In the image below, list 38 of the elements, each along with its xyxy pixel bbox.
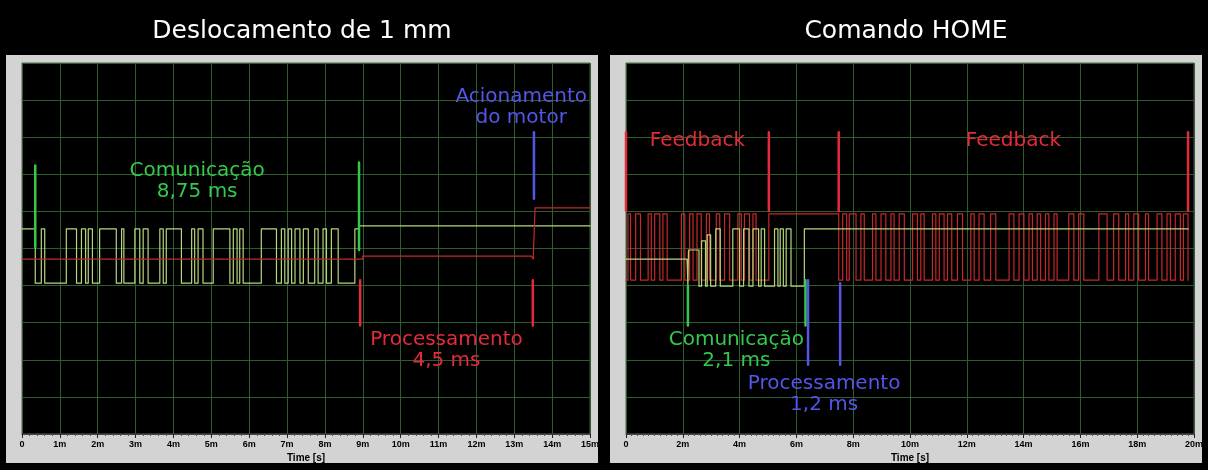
x-tick-label: 12m — [467, 438, 486, 449]
series-label: Acionamento do motor — [455, 82, 587, 128]
x-tick-label: 3m — [129, 438, 143, 449]
x-tick-label: 16m — [1071, 438, 1090, 449]
x-tick-label: 8m — [846, 438, 860, 449]
series-label: Processamento 4,5 ms — [370, 325, 523, 371]
x-tick-label: 4m — [733, 438, 747, 449]
x-tick-label: 5m — [204, 438, 218, 449]
x-tick-label: 10m — [900, 438, 920, 449]
x-tick-label: 11m — [429, 438, 448, 449]
x-tick-label: 13m — [505, 438, 524, 449]
x-tick-label: 15m — [580, 438, 600, 449]
x-tick-label: 2m — [91, 438, 105, 449]
x-tick-label: 2m — [676, 438, 690, 449]
x-tick-label: 0 — [19, 438, 25, 449]
x-axis-title: Time [s] — [286, 452, 326, 464]
text: Feedback — [965, 126, 1061, 151]
x-tick-label: 1m — [53, 438, 67, 449]
x-tick-label: 18m — [1128, 438, 1147, 449]
chart-title: Deslocamento de 1 mm — [152, 15, 452, 44]
x-tick-label: 9m — [356, 438, 370, 449]
chart-title: Comando HOME — [804, 15, 1008, 44]
x-tick-label: 4m — [166, 438, 180, 449]
x-tick-label: 14m — [1014, 438, 1033, 449]
series-label: Feedback — [649, 126, 746, 151]
x-tick-label: 20m — [1184, 438, 1204, 449]
series-label: Processamento 1,2 ms — [747, 369, 901, 415]
text: Comunicação 8,75 ms — [129, 157, 265, 203]
x-tick-label: 7m — [280, 438, 294, 449]
x-tick-label: 0 — [623, 438, 629, 449]
x-tick-label: 14m — [543, 438, 562, 449]
series-label: Comunicação 2,1 ms — [668, 325, 805, 371]
x-tick-label: 12m — [957, 438, 976, 449]
x-axis-title: Time [s] — [890, 452, 930, 464]
x-tick-label: 6m — [242, 438, 256, 449]
x-tick-label: 6m — [789, 438, 803, 449]
x-tick-label: 8m — [318, 438, 332, 449]
x-tick-label: 10m — [391, 438, 410, 449]
